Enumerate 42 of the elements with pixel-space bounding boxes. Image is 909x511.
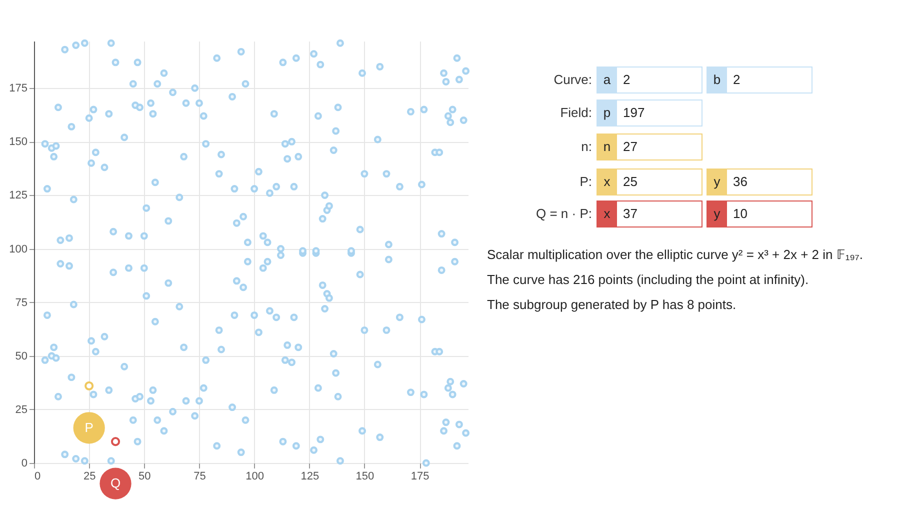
y-tick-label: 125 bbox=[9, 190, 28, 202]
y-tick-label: 150 bbox=[9, 136, 28, 148]
text: 10 bbox=[733, 206, 748, 221]
x-tick-label: 100 bbox=[246, 470, 264, 482]
x-tick-label: 50 bbox=[138, 470, 151, 482]
text: x bbox=[604, 174, 611, 189]
text: 37 bbox=[623, 206, 638, 221]
text: Scalar multiplication over the elliptic curve y² = x³ + 2x + 2 in 𝔽₁₉₇. bbox=[487, 247, 863, 262]
y-tick-label: 0 bbox=[21, 458, 28, 470]
text: Q = n · P: bbox=[536, 206, 592, 221]
text: 197 bbox=[623, 105, 645, 120]
text: 25 bbox=[623, 174, 638, 189]
y-tick-label: 75 bbox=[15, 296, 28, 309]
text: 36 bbox=[733, 174, 748, 189]
text: n: bbox=[581, 139, 592, 154]
text: Field: bbox=[560, 105, 592, 120]
text: a bbox=[603, 72, 612, 87]
text: P: bbox=[580, 174, 592, 189]
text: y bbox=[714, 206, 721, 221]
text: y bbox=[714, 174, 721, 189]
x-tick-label: 125 bbox=[300, 470, 320, 482]
text: The subgroup generated by P has 8 points. bbox=[487, 297, 736, 312]
text: 27 bbox=[623, 139, 638, 154]
x-tick-label: 25 bbox=[83, 470, 96, 482]
x-tick-label: 150 bbox=[356, 470, 374, 482]
text: 2 bbox=[733, 72, 740, 87]
text: p bbox=[603, 105, 611, 120]
text: Q bbox=[110, 476, 121, 491]
y-tick-label: 175 bbox=[9, 82, 28, 95]
x-tick-label: 75 bbox=[194, 470, 206, 482]
text: 2 bbox=[623, 72, 630, 87]
y-tick-label: 25 bbox=[15, 404, 28, 416]
x-tick-label: 0 bbox=[34, 470, 41, 482]
text: P bbox=[84, 420, 94, 435]
text: b bbox=[713, 72, 721, 87]
text: n bbox=[603, 139, 611, 154]
text: x bbox=[604, 206, 611, 221]
y-tick-label: 50 bbox=[15, 350, 28, 362]
text: The curve has 216 points (including the point at infinity). bbox=[487, 272, 809, 287]
x-tick-label: 175 bbox=[410, 470, 430, 482]
y-tick-label: 100 bbox=[9, 243, 28, 256]
text: Curve: bbox=[554, 72, 592, 87]
